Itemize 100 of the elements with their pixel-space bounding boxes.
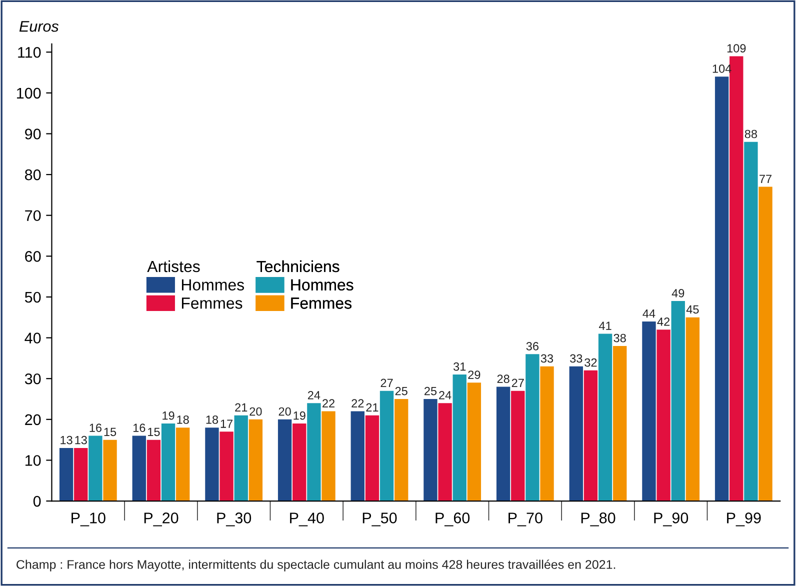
data-label: 33 (540, 354, 554, 363)
bar (292, 423, 306, 502)
data-label: 24 (439, 391, 452, 400)
bar (161, 423, 176, 502)
y-tick-label: 100 (17, 88, 41, 99)
text: Champ : France hors Mayotte, intermittents du spectacle cumulant au moins 428 heures travaillées en 2021. (16, 560, 616, 572)
bar (496, 386, 510, 502)
bar (613, 346, 627, 502)
legend-label: Femmes (291, 298, 352, 309)
data-label: 19 (294, 411, 306, 420)
y-tick-label: 0 (33, 496, 41, 507)
bar (103, 440, 117, 502)
y-tick-label: 80 (24, 169, 41, 180)
data-label: 13 (75, 436, 87, 444)
data-label: 19 (162, 411, 174, 420)
data-label: 15 (104, 428, 116, 436)
data-label: 24 (308, 391, 320, 400)
data-label: 29 (468, 370, 480, 379)
bar (307, 403, 321, 502)
bar (424, 399, 438, 502)
bar (467, 382, 482, 502)
data-label: 25 (424, 386, 437, 396)
x-tick-label: P_40 (290, 512, 324, 526)
y-tick-label: 70 (25, 210, 41, 222)
data-label: 32 (584, 358, 597, 367)
data-label: 17 (220, 420, 233, 428)
data-label: 21 (366, 403, 378, 412)
x-tick-label: P_60 (436, 512, 470, 526)
legend-label: Femmes (182, 298, 242, 309)
bar (176, 428, 190, 502)
bar (380, 390, 394, 502)
bar (394, 399, 408, 502)
data-label: 22 (322, 399, 334, 408)
data-label: 44 (642, 310, 656, 318)
legend-label: Hommes (291, 279, 354, 290)
data-label: 45 (686, 305, 699, 314)
data-label: 18 (177, 415, 189, 424)
data-label: 88 (744, 130, 757, 138)
data-label: 16 (90, 424, 102, 432)
bar (526, 354, 540, 502)
bar (598, 334, 612, 502)
x-tick-label: P_20 (144, 512, 178, 526)
x-tick-label: P_70 (508, 512, 542, 526)
data-label: 31 (453, 362, 466, 371)
data-label: 33 (570, 354, 582, 363)
y-tick-label: 110 (18, 46, 41, 58)
data-label: 36 (526, 342, 538, 350)
annotation: Artistes (147, 260, 200, 272)
legend-label: Hommes (182, 279, 244, 290)
x-tick-label: P_50 (362, 512, 397, 526)
bar (569, 366, 583, 502)
bar (540, 366, 554, 502)
data-label: 41 (598, 322, 612, 330)
bar (438, 403, 452, 502)
data-label: 109 (727, 44, 746, 52)
bar (744, 142, 758, 502)
x-tick-label: P_80 (581, 512, 616, 526)
data-label: 20 (278, 407, 291, 416)
bar (88, 436, 102, 502)
y-tick-label: 50 (24, 292, 41, 303)
bar (365, 415, 380, 502)
data-label: 25 (395, 386, 408, 396)
x-tick-label: P_90 (654, 512, 688, 526)
bar (59, 448, 74, 502)
bar (248, 419, 263, 502)
bar (452, 374, 466, 502)
x-tick-label: P_99 (727, 512, 761, 526)
bar (322, 411, 336, 502)
y-tick-label: 60 (25, 251, 41, 262)
bar (234, 415, 248, 502)
bar (220, 432, 234, 502)
bar (132, 436, 146, 502)
data-label: 77 (760, 174, 772, 183)
data-label: 42 (657, 318, 670, 326)
y-tick-label: 90 (25, 128, 41, 140)
bar (74, 448, 88, 502)
data-label: 18 (206, 415, 218, 424)
bar (205, 428, 219, 502)
bar (758, 186, 772, 502)
bar (511, 390, 525, 502)
data-label: 38 (614, 334, 626, 342)
y-axis-title: Euros (19, 21, 59, 32)
y-tick-label: 20 (25, 414, 41, 426)
bar (671, 301, 685, 502)
data-label: 15 (148, 428, 160, 436)
bar (146, 440, 161, 502)
annotation: Techniciens (256, 260, 340, 272)
bar (350, 411, 364, 502)
data-label: 27 (380, 378, 393, 388)
bar (278, 419, 292, 502)
data-label: 28 (497, 374, 510, 384)
y-tick-label: 40 (24, 332, 41, 344)
data-label: 16 (133, 424, 146, 432)
data-label: 22 (352, 399, 364, 408)
x-tick-label: P_30 (217, 512, 252, 526)
data-label: 20 (250, 407, 262, 416)
y-tick-label: 10 (25, 455, 41, 466)
data-label: 13 (60, 436, 72, 444)
bar (642, 321, 656, 502)
x-tick-label: P_10 (72, 512, 106, 526)
